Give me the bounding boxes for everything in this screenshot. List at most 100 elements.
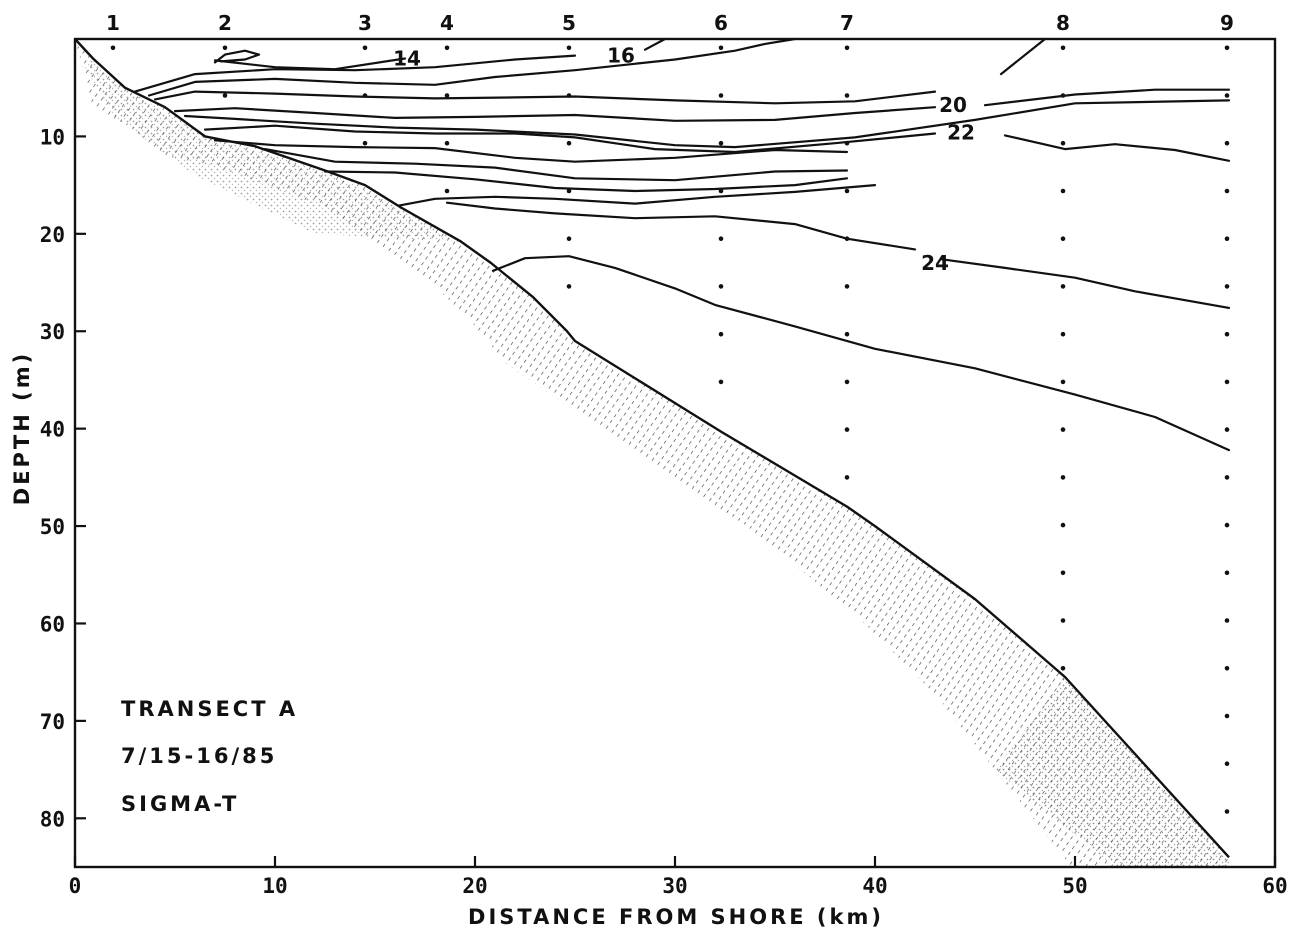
station-profiles	[110, 45, 1230, 814]
contour-label: 16	[607, 44, 635, 68]
sample-point	[362, 45, 368, 51]
contour-line	[213, 49, 261, 64]
chart-labels: 14 16 20 22 24 1 2 3 4 5 6 7 8 9	[106, 11, 1234, 275]
y-tick-label: 60	[40, 612, 65, 636]
sample-point	[718, 93, 724, 98]
contour-line	[147, 37, 797, 97]
sample-point	[1060, 427, 1066, 432]
contour-line	[323, 170, 849, 193]
sample-point	[1224, 140, 1230, 146]
sample-point	[1060, 284, 1066, 289]
sample-point	[1060, 188, 1066, 194]
x-tick-label: 0	[69, 874, 82, 898]
contour-line	[183, 99, 1231, 149]
sample-point	[110, 45, 116, 51]
y-tick-label: 30	[40, 320, 65, 344]
sample-point	[1060, 666, 1066, 671]
y-tick-label: 20	[40, 223, 65, 247]
sample-point	[1224, 188, 1230, 194]
sample-point	[1224, 713, 1230, 719]
contour-line	[133, 54, 577, 93]
seafloor-profile	[74, 38, 1230, 859]
sample-point	[844, 427, 850, 432]
x-tick-label: 60	[1262, 874, 1287, 898]
sample-point	[444, 93, 450, 98]
station-label: 7	[840, 11, 854, 35]
sample-point	[844, 475, 850, 480]
x-tick-label: 50	[1062, 874, 1087, 898]
sample-point	[718, 188, 724, 194]
y-axis-title: DEPTH (m)	[10, 351, 34, 505]
sample-point	[1224, 666, 1230, 671]
y-tick-label: 80	[40, 807, 65, 831]
contour-line	[1003, 134, 1231, 162]
sample-point	[444, 45, 450, 51]
sample-point	[1224, 618, 1230, 623]
sample-point	[1224, 427, 1230, 432]
seafloor-sediment-hatching	[75, 39, 1229, 867]
contour-line	[173, 106, 937, 122]
y-tick-label: 50	[40, 515, 65, 539]
sample-point	[1224, 570, 1230, 576]
sample-point	[444, 188, 450, 194]
sample-point	[566, 284, 572, 289]
contour-line	[203, 124, 937, 154]
sample-point	[1224, 379, 1230, 385]
sample-point	[844, 236, 850, 241]
sample-point	[566, 236, 572, 241]
sample-point	[844, 379, 850, 385]
sample-point	[1224, 522, 1230, 528]
sample-point	[718, 140, 724, 146]
sample-point	[718, 331, 724, 337]
contour-label: 24	[921, 251, 949, 275]
x-tick-label: 10	[262, 874, 287, 898]
offshore-stipple	[995, 677, 1229, 867]
sample-point	[1224, 284, 1230, 289]
sample-point	[566, 140, 572, 146]
sample-point	[566, 93, 572, 98]
sample-point	[1060, 618, 1066, 623]
annotation-transect: TRANSECT A	[121, 697, 298, 721]
x-axis-title: DISTANCE FROM SHORE (km)	[468, 905, 884, 929]
y-tick-label: 40	[40, 418, 65, 442]
contour-line	[983, 88, 1231, 107]
sample-point	[1060, 570, 1066, 576]
sample-point	[844, 188, 850, 194]
sample-point	[844, 140, 850, 146]
annotation-date: 7/15-16/85	[121, 744, 277, 768]
contour-line	[445, 201, 917, 251]
sample-point	[718, 236, 724, 241]
contour-line	[153, 90, 937, 105]
sample-point	[1060, 475, 1066, 480]
sample-point	[362, 93, 368, 98]
sample-point	[566, 188, 572, 194]
sample-point	[444, 140, 450, 146]
sample-point	[844, 284, 850, 289]
sample-point	[1060, 45, 1066, 51]
contour-label: 14	[393, 46, 421, 70]
contour-line	[263, 148, 849, 182]
nearshore-stipple	[85, 58, 461, 242]
station-label: 4	[440, 11, 454, 35]
sample-point	[362, 140, 368, 146]
contour-line	[213, 139, 849, 163]
contour-label: 20	[939, 93, 967, 117]
annotation-variable: SIGMA-T	[121, 792, 239, 816]
station-label: 2	[218, 11, 232, 35]
station-label: 8	[1056, 11, 1070, 35]
contour-line	[643, 37, 667, 51]
y-tick-label: 70	[40, 710, 65, 734]
contour-line	[939, 258, 1231, 309]
plot-axes: 0 10 20 30 40 50 60 10 20 30 40 50 60 70 80	[40, 37, 1288, 898]
x-tick-label: 40	[862, 874, 887, 898]
station-label: 9	[1220, 11, 1234, 35]
sample-point	[1060, 331, 1066, 337]
x-tick-label: 30	[662, 874, 687, 898]
contour-line	[491, 255, 1231, 452]
sample-point	[1224, 331, 1230, 337]
contour-line	[999, 37, 1047, 76]
contour-label: 22	[947, 121, 975, 145]
sample-point	[566, 45, 572, 51]
sediment-hatch	[75, 39, 1229, 867]
